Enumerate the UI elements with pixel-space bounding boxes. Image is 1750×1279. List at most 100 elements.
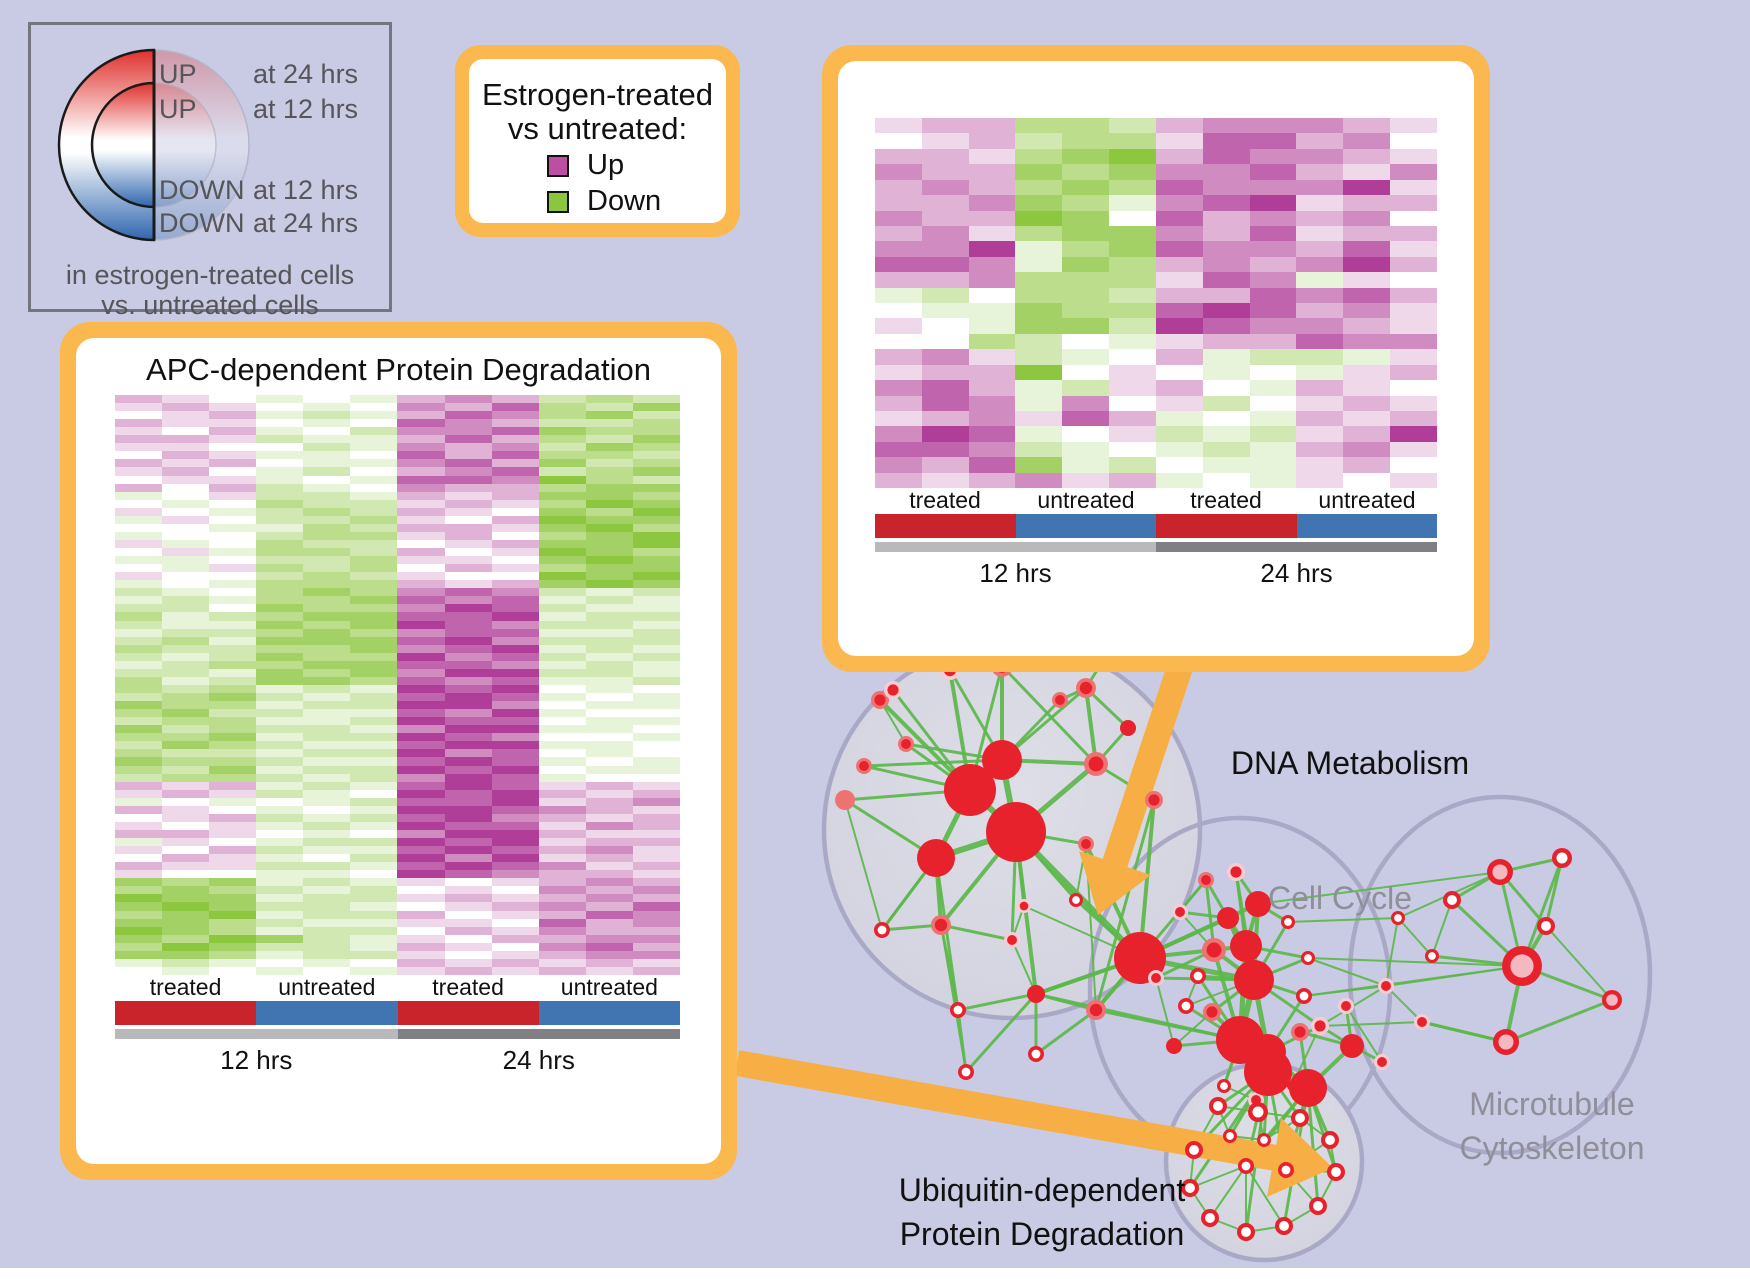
heatmap-cell [209,515,257,524]
heatmap-cell [256,483,304,492]
heatmap-cell [1249,287,1297,303]
network-node-core [1088,756,1104,772]
heatmap-cell [968,118,1016,134]
heatmap-cell [585,781,633,790]
heatmap-cell [162,693,210,702]
heatmap-cell [491,717,539,726]
heatmap-cell [585,684,633,694]
heatmap-cell [921,195,969,211]
heatmap-cell [256,773,304,782]
heatmap-cell [256,475,304,484]
heatmap-cell [1155,256,1203,273]
network-node-core [1284,918,1292,926]
heatmap-cell [397,419,445,428]
heatmap-cell [209,676,257,685]
heatmap-cell [491,403,539,412]
heatmap-cell [162,435,210,444]
heatmap-cell [1202,380,1250,396]
heatmap-cell [491,942,539,951]
heatmap-cell [115,644,163,653]
network-node-core [1031,1049,1041,1059]
heatmap-cell [397,515,445,524]
heatmap-cell [875,256,922,273]
heatmap-cell [303,846,351,855]
heatmap-cell [162,596,210,605]
heatmap-cell [162,886,210,895]
heatmap-cell [303,539,351,549]
heatmap-cell [538,942,586,951]
heatmap-cell [115,870,163,879]
heatmap-cell [444,451,492,460]
heatmap-cell [875,195,922,211]
heatmap-cell [256,636,304,645]
heatmap-cell [397,451,445,460]
heatmap-cell [1015,457,1063,473]
heatmap-cell [303,725,351,734]
heatmap-cell [1062,164,1110,180]
heatmap-cell [444,805,492,814]
heatmap-cell [256,531,304,540]
heatmap-cell [1202,287,1250,303]
heatmap-cell [632,781,680,790]
network-edge [1385,917,1399,987]
heatmap-cell [115,846,163,855]
heatmap-cell [256,395,304,404]
heatmap-cell [350,918,398,927]
heatmap-cell [491,894,539,903]
network-node-core [1428,952,1436,960]
heatmap-cell [1296,380,1344,396]
heatmap-cell [585,693,633,702]
heatmap-cell [303,773,351,782]
heatmap-cell [538,596,586,605]
heatmap-cell [115,556,163,565]
heatmap-cell [491,701,539,710]
heatmap-cell [303,684,351,694]
network-node-core [1241,1227,1251,1237]
heatmap-cell [115,741,163,750]
heatmap-cell [632,829,680,839]
heatmap-cell [350,515,398,524]
heatmap-cell [1343,164,1391,180]
heatmap-cell [1390,380,1437,396]
heatmap-cell [256,701,304,710]
network-node-core [1325,1135,1335,1145]
heatmap-cell [632,813,680,822]
legend-item-up: Up [547,149,624,182]
heatmap-cell [1249,457,1297,473]
heatmap-cell [1109,118,1156,134]
heatmap-cell [585,523,633,532]
network-edge [1011,939,1037,995]
heatmap-cell [632,749,680,758]
heatmap-cell [1343,395,1391,411]
up-swatch-icon [547,154,569,177]
network-node-core [1331,1167,1341,1177]
label-ubiquitin-degradation: Ubiquitin-dependent Protein Degradation [899,1168,1185,1256]
heatmap-cell [303,556,351,565]
heatmap-cell [538,918,586,927]
heatmap-cell [256,419,304,428]
heatmap-cell [632,668,680,677]
heatmap-cell [1390,148,1437,165]
heatmap-cell [491,548,539,557]
heatmap-cell [538,676,586,685]
heatmap-cell [491,491,539,500]
heatmap-cell [491,628,539,637]
heatmap-cell [585,644,633,653]
heatmap-cell [115,781,163,790]
heatmap-cell [209,539,257,549]
heatmap-cell [585,797,633,806]
heatmap-cell [115,580,163,589]
heatmap-cell [1015,380,1063,396]
heatmap-cell [256,854,304,863]
network-edge [1385,965,1523,987]
heatmap-cell [538,693,586,702]
network-node [1245,891,1271,917]
heatmap-cell [538,572,586,581]
heatmap-cell [632,942,680,951]
heatmap-cell [162,846,210,855]
heatmap-cell [1062,287,1110,303]
heatmap-cell [585,821,633,830]
heatmap-cell [162,636,210,645]
heatmap-cell [115,564,163,573]
heatmap-cell [162,854,210,863]
